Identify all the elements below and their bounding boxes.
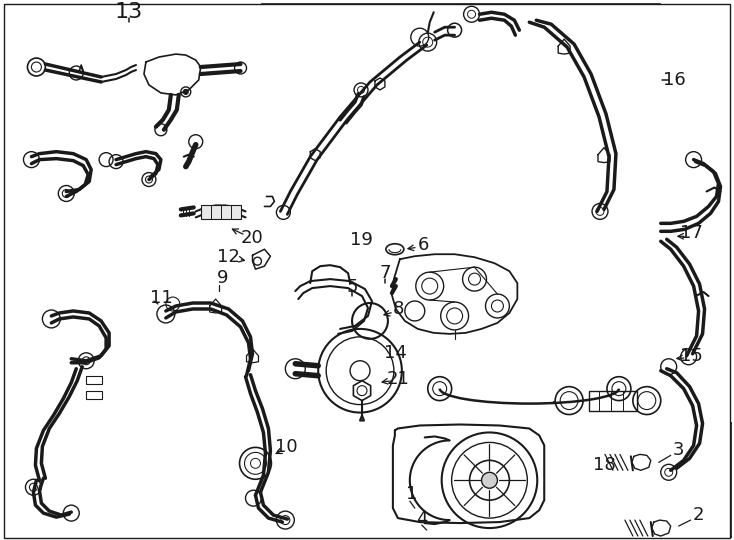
Text: 21: 21 bbox=[386, 370, 410, 388]
Text: 16: 16 bbox=[664, 71, 686, 89]
Text: 18: 18 bbox=[592, 456, 615, 474]
Text: 10: 10 bbox=[275, 438, 298, 456]
Text: 9: 9 bbox=[217, 269, 228, 287]
Text: 11: 11 bbox=[150, 289, 172, 307]
Bar bbox=[462, 4, 660, 221]
Text: 6: 6 bbox=[418, 237, 429, 254]
Bar bbox=[7, 296, 156, 533]
Text: 19: 19 bbox=[349, 231, 372, 249]
Bar bbox=[553, 376, 669, 458]
Bar bbox=[390, 423, 733, 537]
Bar bbox=[86, 376, 102, 383]
Text: 12: 12 bbox=[217, 248, 240, 266]
Text: 5: 5 bbox=[346, 278, 357, 296]
Text: 3: 3 bbox=[673, 441, 684, 460]
Circle shape bbox=[184, 90, 188, 94]
Text: 13: 13 bbox=[115, 2, 143, 22]
Bar bbox=[390, 349, 617, 426]
Text: 1: 1 bbox=[406, 485, 418, 503]
Text: 15: 15 bbox=[680, 347, 703, 365]
Text: 2: 2 bbox=[693, 506, 705, 524]
Bar bbox=[589, 390, 637, 410]
Text: 20: 20 bbox=[241, 230, 264, 247]
Bar bbox=[86, 390, 102, 399]
Circle shape bbox=[482, 472, 498, 488]
Bar bbox=[287, 269, 432, 510]
Bar bbox=[7, 20, 261, 221]
Text: 14: 14 bbox=[385, 344, 407, 362]
Bar bbox=[156, 269, 310, 533]
Bar bbox=[390, 238, 617, 478]
Text: 7: 7 bbox=[379, 264, 390, 282]
Bar bbox=[263, 4, 461, 221]
Text: 4: 4 bbox=[416, 510, 427, 528]
Bar bbox=[200, 205, 241, 219]
Text: 8: 8 bbox=[393, 300, 404, 318]
Text: 17: 17 bbox=[680, 224, 703, 242]
